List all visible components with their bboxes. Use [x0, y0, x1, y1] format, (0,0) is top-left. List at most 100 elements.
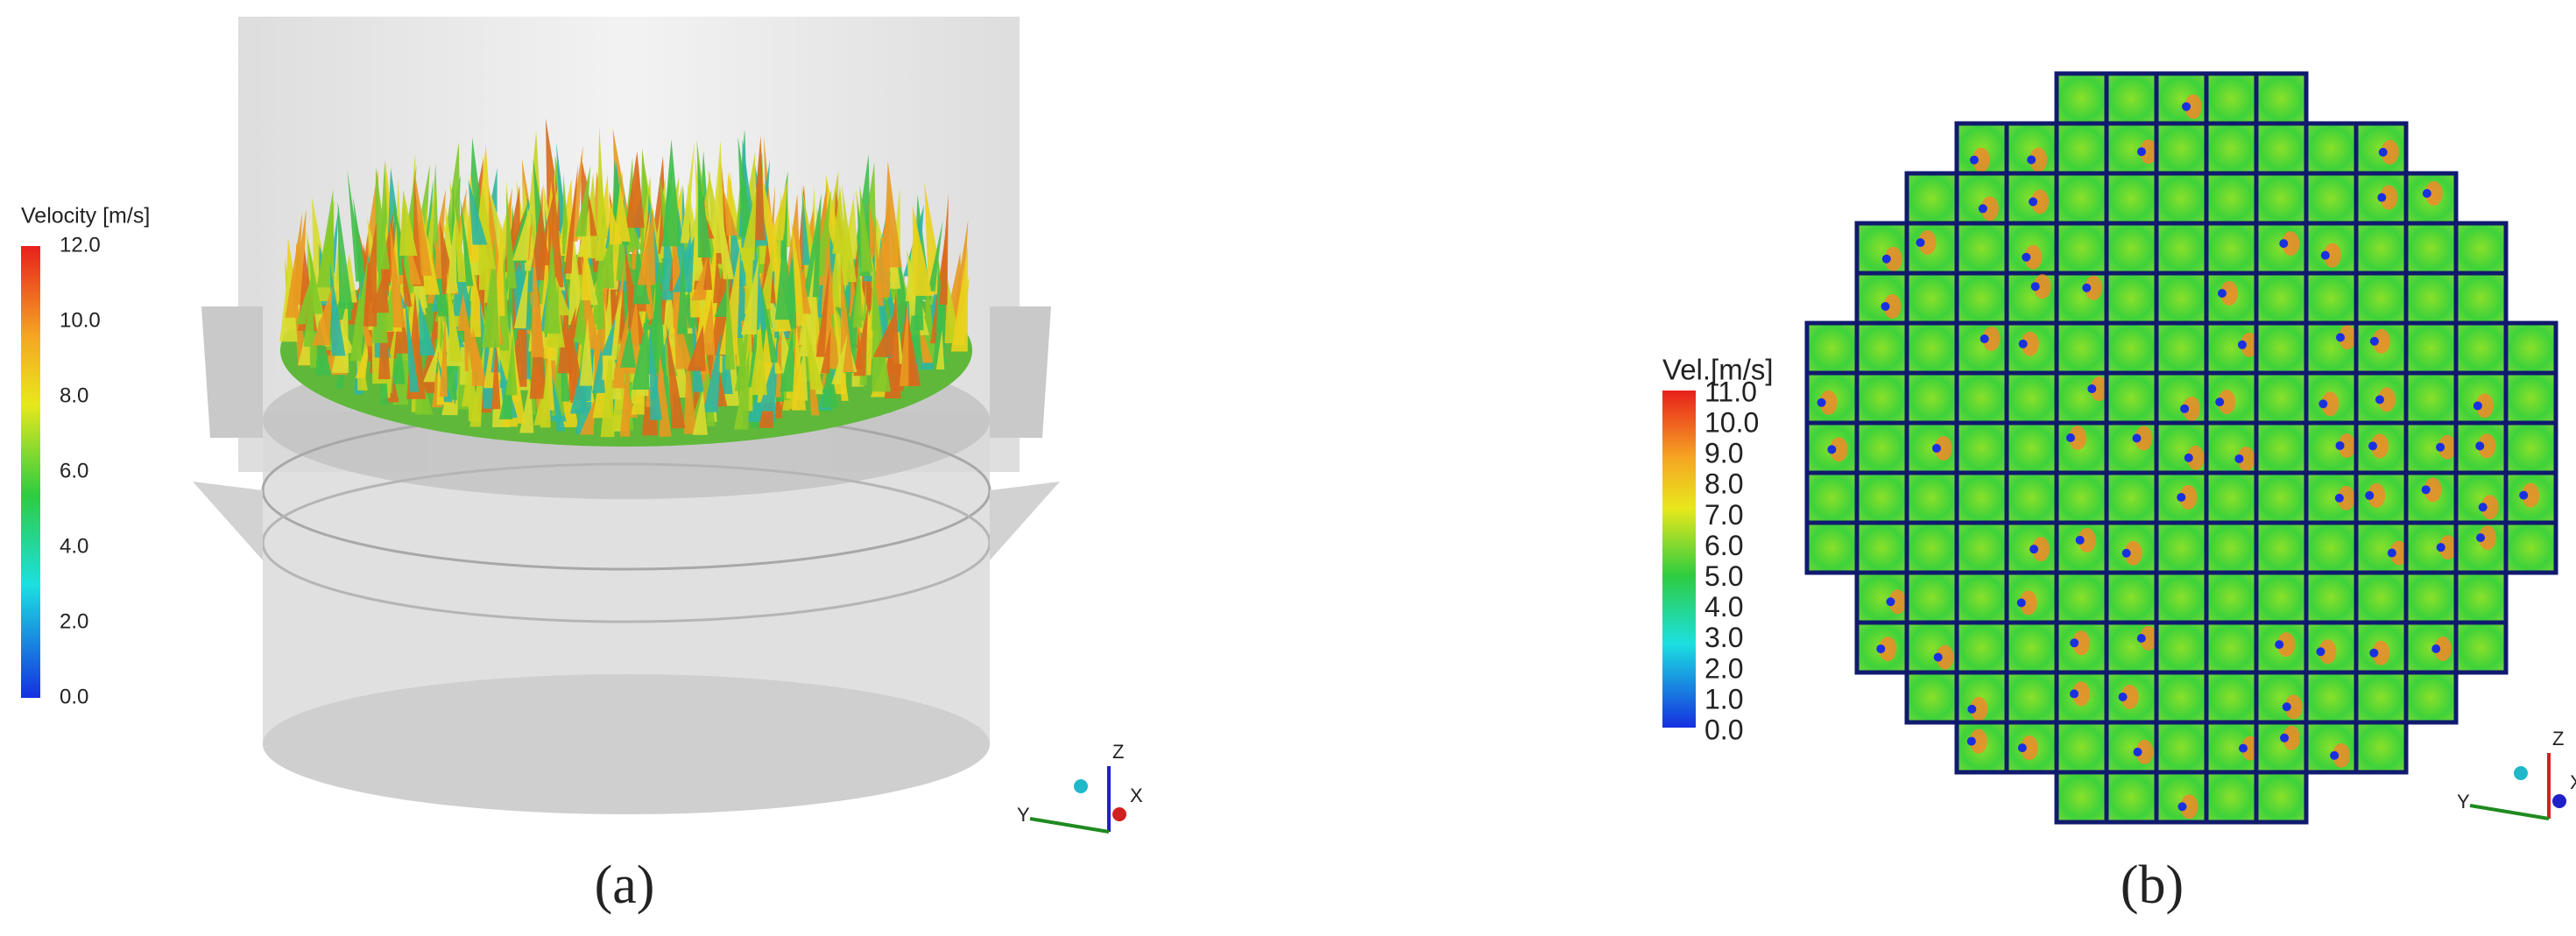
cell-hotspot — [2220, 280, 2238, 306]
cell-core — [2387, 548, 2396, 558]
cell-core — [2320, 250, 2330, 260]
spike — [852, 252, 863, 327]
cell — [2104, 271, 2159, 326]
spike — [740, 257, 759, 334]
cell-core — [2217, 288, 2227, 298]
cell — [1804, 520, 1860, 575]
cell — [2004, 470, 2059, 525]
spike — [680, 141, 695, 243]
cell-hotspot — [2237, 446, 2255, 471]
cell-hotspot — [2283, 725, 2301, 750]
cell — [2403, 271, 2459, 326]
spike — [456, 292, 470, 331]
cell-hotspot — [1972, 147, 1990, 172]
cell-hotspot — [2240, 332, 2258, 357]
spike — [676, 251, 688, 334]
cell-hotspot — [2179, 484, 2198, 510]
spike — [371, 269, 390, 313]
cell — [2304, 271, 2359, 326]
cell-hotspot — [1936, 644, 1954, 670]
cell-hotspot — [2479, 525, 2497, 551]
spike — [446, 211, 457, 294]
axis-label: X — [2570, 771, 2576, 793]
cell-core — [2279, 239, 2289, 249]
cell-hotspot — [1970, 696, 1988, 721]
axis-x — [2552, 794, 2566, 808]
cell-hotspot — [1830, 437, 1848, 462]
cell — [2354, 670, 2409, 725]
spike — [625, 151, 645, 229]
cell — [2254, 470, 2309, 525]
cell — [2204, 121, 2259, 176]
cell-core — [2018, 339, 2028, 348]
spike — [855, 188, 872, 276]
spike — [531, 248, 545, 357]
cell-core — [2238, 743, 2248, 753]
legend-tick-label: 9.0 — [1704, 438, 1743, 469]
axis-label: Z — [1112, 741, 1124, 763]
cell-core — [1916, 238, 1925, 248]
spike — [596, 126, 607, 239]
cell-core — [1881, 301, 1890, 311]
cell — [2204, 470, 2259, 525]
cell — [2354, 271, 2409, 326]
spike — [561, 306, 570, 402]
cell — [1854, 370, 1909, 426]
cell-hotspot — [2333, 742, 2351, 768]
cell — [2054, 171, 2109, 226]
spike — [478, 181, 496, 270]
cell-core — [2070, 689, 2079, 699]
cell-core — [2029, 545, 2039, 554]
spike — [821, 211, 835, 315]
cell — [2004, 420, 2059, 475]
cell-hotspot — [2031, 189, 2050, 215]
cell — [2104, 221, 2159, 276]
spike — [697, 162, 712, 258]
spike — [579, 317, 594, 386]
cell — [2453, 470, 2509, 525]
spike — [492, 329, 510, 377]
cell-core — [1969, 155, 1979, 165]
color-bar — [1662, 391, 1696, 728]
cell — [2054, 720, 2109, 775]
cell-hotspot — [2072, 630, 2091, 656]
legend-tick-label: 10.0 — [1704, 407, 1759, 439]
legend-tick-label: 1.0 — [1704, 683, 1743, 714]
spike — [780, 330, 796, 392]
cell — [1854, 470, 1909, 525]
spike — [714, 281, 730, 317]
spike — [620, 326, 637, 368]
spike — [853, 304, 869, 377]
cell — [2403, 670, 2459, 725]
cell-core — [2182, 102, 2191, 111]
cell-core — [1933, 652, 1943, 662]
spike — [399, 189, 418, 256]
cell-core — [2234, 454, 2244, 463]
cell — [2204, 221, 2259, 276]
cell — [2204, 71, 2259, 126]
cell — [1804, 320, 1860, 376]
cell — [2254, 71, 2309, 126]
spike — [687, 324, 706, 371]
cell-hotspot — [2085, 275, 2103, 300]
spike — [505, 190, 517, 289]
cell-hotspot — [2323, 243, 2341, 268]
cell — [2054, 570, 2109, 625]
spike — [419, 297, 436, 356]
cell-hotspot — [1934, 435, 1952, 461]
cell — [2503, 520, 2558, 575]
cell — [2154, 271, 2209, 326]
cell-core — [2436, 442, 2445, 452]
cell — [2104, 470, 2159, 525]
cell-core — [2237, 340, 2247, 349]
cell-hotspot — [2318, 639, 2337, 665]
cell-hotspot — [2434, 637, 2452, 662]
cell-hotspot — [2218, 390, 2236, 415]
cell-core — [1980, 334, 1989, 343]
cell — [2154, 720, 2209, 775]
cell — [2354, 221, 2409, 276]
cell-core — [2132, 433, 2142, 443]
cell — [2154, 221, 2209, 276]
cell-hotspot — [2184, 94, 2203, 119]
